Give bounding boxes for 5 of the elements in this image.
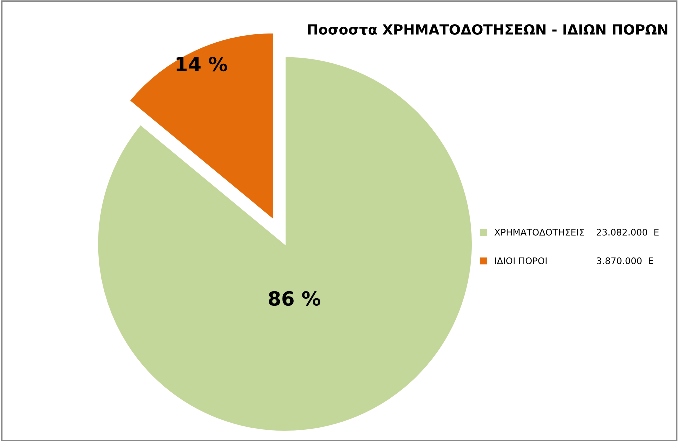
legend-label: ΧΡΗΜΑΤΟΔΟΤΗΣΕΙΣ 23.082.000 Ε [494, 229, 659, 236]
chart-title: Ποσοστα ΧΡΗΜΑΤΟΔΟΤΗΣΕΩΝ - ΙΔΙΩΝ ΠΟΡΩΝ [308, 24, 668, 36]
data-label: 86 % [269, 291, 321, 306]
data-label: 14 % [176, 56, 228, 72]
legend-label: ΙΔΙΟΙ ΠΟΡΟΙ 3.870.000 Ε [495, 258, 654, 264]
